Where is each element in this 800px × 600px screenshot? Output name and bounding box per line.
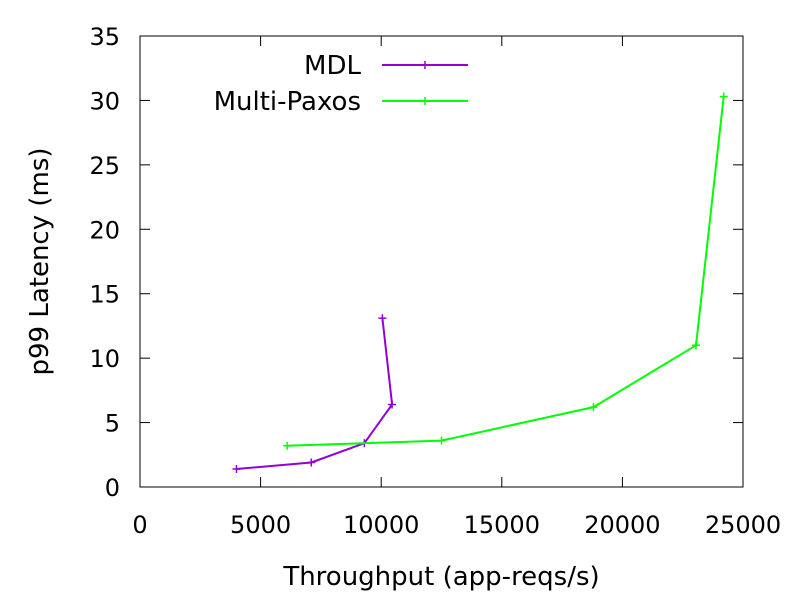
y-tick-label: 25 — [89, 152, 120, 180]
y-tick-label: 0 — [105, 474, 120, 502]
y-axis-title: p99 Latency (ms) — [25, 147, 55, 375]
legend: MDL Multi-Paxos — [214, 51, 468, 117]
data-point-multi-paxos — [283, 441, 292, 450]
data-point-multi-paxos — [437, 436, 446, 445]
legend-label-mdl: MDL — [304, 51, 361, 81]
ticks: 0 5000 10000 15000 20000 25000 0 5 10 15 20 25 30 35 — [89, 23, 781, 539]
data-point-mdl — [307, 458, 316, 467]
x-tick-label: 20000 — [584, 511, 660, 539]
x-axis-title: Throughput (app-reqs/s) — [282, 562, 599, 592]
data-point-multi-paxos — [719, 92, 728, 101]
y-tick-label: 35 — [89, 23, 120, 51]
y-tick-label: 30 — [89, 87, 120, 115]
x-tick-label: 10000 — [343, 511, 419, 539]
x-tick-label: 5000 — [230, 511, 291, 539]
x-tick-label: 15000 — [464, 511, 540, 539]
data-point-multi-paxos — [691, 341, 700, 350]
series — [232, 92, 728, 473]
y-tick-label: 20 — [89, 216, 120, 244]
data-point-multi-paxos — [589, 403, 598, 412]
x-tick-label: 25000 — [705, 511, 781, 539]
y-tick-label: 10 — [89, 345, 120, 373]
plot-frame — [139, 35, 744, 488]
y-tick-label: 5 — [105, 410, 120, 438]
data-point-mdl — [232, 464, 241, 473]
y-tick-label: 15 — [89, 281, 120, 309]
legend-label-multi-paxos: Multi-Paxos — [214, 87, 361, 117]
data-point-mdl — [388, 400, 397, 409]
data-point-mdl — [378, 314, 387, 323]
x-tick-label: 0 — [132, 511, 147, 539]
